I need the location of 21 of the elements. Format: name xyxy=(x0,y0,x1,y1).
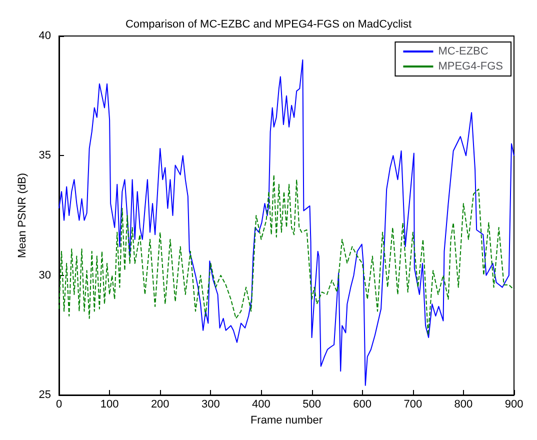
y-tick-label: 35 xyxy=(38,150,51,162)
x-tick-label: 200 xyxy=(150,398,170,410)
legend-label: MC-EZBC xyxy=(438,46,488,58)
x-tick-label: 900 xyxy=(504,398,524,410)
x-tick-label: 100 xyxy=(100,398,119,410)
x-axis-title: Frame number xyxy=(250,414,323,426)
chart-title: Comparison of MC-EZBC and MPEG4-FGS on MadCyclist xyxy=(125,18,412,30)
y-axis-title: Mean PSNR (dB) xyxy=(16,173,28,258)
x-tick-label: 600 xyxy=(353,398,372,410)
line-series xyxy=(58,174,514,336)
legend-label: MPEG4-FGS xyxy=(438,60,504,72)
y-tick-label: 25 xyxy=(38,389,51,401)
y-tick-label: 30 xyxy=(38,269,51,282)
x-tick-label: 700 xyxy=(404,398,422,410)
x-tick-label: 400 xyxy=(252,398,270,410)
x-tick-label: 300 xyxy=(201,398,220,410)
x-tick-label: 800 xyxy=(454,398,473,410)
y-tick-label: 40 xyxy=(38,30,51,42)
x-tick-label: 0 xyxy=(56,398,62,410)
x-tick-label: 500 xyxy=(302,398,321,410)
line-series xyxy=(58,59,514,386)
